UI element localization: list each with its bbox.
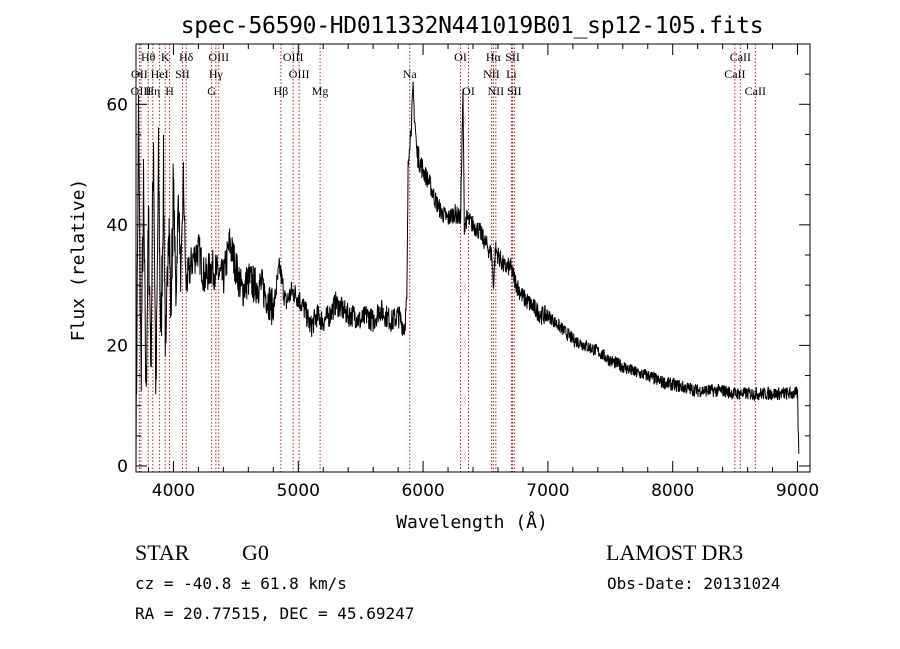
line-label-NII: NII bbox=[488, 84, 505, 98]
line-label-G: G bbox=[207, 84, 216, 98]
y-tick-label: 60 bbox=[106, 95, 128, 115]
line-label-HeI: HeI bbox=[151, 67, 169, 81]
line-label-CaII: CaII bbox=[745, 84, 766, 98]
x-tick-label: 6000 bbox=[401, 481, 444, 501]
object-subclass: G0 bbox=[242, 540, 269, 565]
redshift-velocity: cz = -40.8 ± 61.8 km/s bbox=[135, 574, 347, 593]
survey-name: LAMOST DR3 bbox=[606, 540, 744, 565]
line-label-H: H bbox=[165, 84, 174, 98]
line-label-OI: OI bbox=[454, 50, 467, 64]
axis-ticks bbox=[136, 44, 810, 472]
line-label-CaII: CaII bbox=[724, 67, 745, 81]
coordinates: RA = 20.77515, DEC = 45.69247 bbox=[135, 604, 415, 623]
line-label-NII: NII bbox=[483, 67, 500, 81]
line-label-Hθ: Hθ bbox=[141, 50, 156, 64]
chart-title: spec-56590-HD011332N441019B01_sp12-105.f… bbox=[181, 13, 764, 39]
line-label-Mg: Mg bbox=[312, 84, 329, 98]
line-label-Hβ: Hβ bbox=[274, 84, 289, 98]
axis-tick-labels: 4000 5000 6000 7000 8000 9000 0 20 40 60 bbox=[106, 95, 819, 501]
line-label-OIII: OIII bbox=[289, 67, 310, 81]
y-axis-label: Flux (relative) bbox=[68, 179, 89, 342]
y-tick-label: 40 bbox=[106, 216, 128, 236]
x-axis-label: Wavelength (Å) bbox=[396, 511, 548, 533]
y-tick-label: 20 bbox=[106, 336, 128, 356]
x-tick-label: 7000 bbox=[526, 481, 569, 501]
line-label-OIII: OIII bbox=[283, 50, 304, 64]
object-class: STAR bbox=[135, 540, 190, 565]
line-label-K: K bbox=[161, 50, 170, 64]
line-label-Na: Na bbox=[403, 67, 418, 81]
line-label-OI: OI bbox=[462, 84, 475, 98]
flux-series-line bbox=[135, 81, 800, 473]
line-label-SII: SII bbox=[175, 67, 190, 81]
x-tick-label: 4000 bbox=[152, 481, 195, 501]
y-tick-label: 0 bbox=[117, 457, 128, 477]
line-label-SII: SII bbox=[507, 84, 522, 98]
line-label-CaII: CaII bbox=[730, 50, 751, 64]
line-label-Hδ: Hδ bbox=[179, 50, 194, 64]
line-label-Hα: Hα bbox=[486, 50, 502, 64]
x-tick-label: 9000 bbox=[776, 481, 819, 501]
line-label-Li: Li bbox=[506, 67, 517, 81]
line-label-OIII: OIII bbox=[208, 50, 229, 64]
observation-date: Obs-Date: 20131024 bbox=[607, 574, 781, 593]
line-label-SII: SII bbox=[505, 50, 520, 64]
line-label-Hγ: Hγ bbox=[209, 67, 224, 81]
line-label-Hη: Hη bbox=[145, 84, 160, 98]
x-tick-label: 5000 bbox=[277, 481, 320, 501]
x-tick-label: 8000 bbox=[651, 481, 694, 501]
